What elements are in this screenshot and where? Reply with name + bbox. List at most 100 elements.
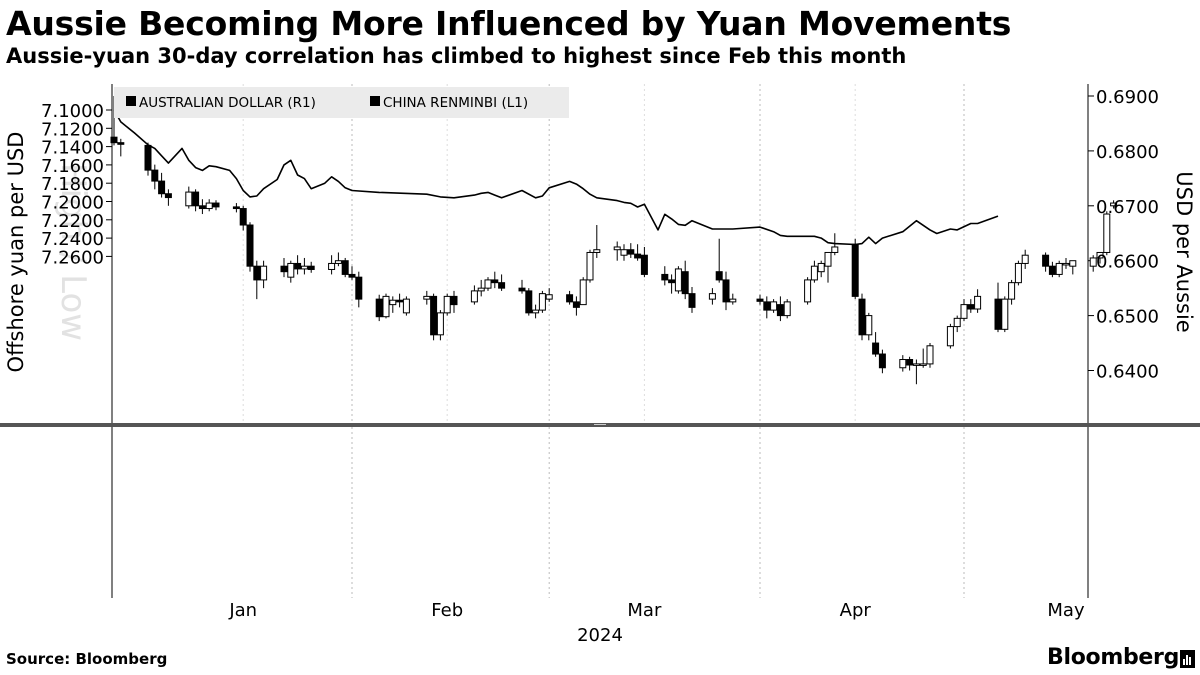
candle-body [436,312,444,336]
candle-body [532,309,540,314]
candle-body [640,254,648,275]
candle-body [525,290,533,314]
candle-body [334,260,342,264]
aud-candle [117,138,125,157]
aud-candle [491,271,499,289]
aud-candle [341,257,349,278]
aud-candle [280,257,288,278]
month-label: Feb [431,600,463,621]
aud-candle [1069,260,1077,275]
candle-body [926,345,934,365]
bloomberg-logo: Bloomberg [1047,645,1180,670]
aud-candle [246,222,254,272]
aud-candle [824,251,832,283]
candle-body [192,191,200,207]
candle-body [708,293,716,300]
aud-candle [396,293,404,308]
aud-candle [538,290,546,313]
aud-candle [144,142,152,176]
aud-candle [205,199,213,212]
candle-body [953,317,961,328]
candle-body [164,193,172,199]
candle-body [185,191,193,207]
aud-candle [355,271,363,308]
month-label: Apr [840,600,872,621]
candle-body [729,298,737,303]
legend-label: CHINA RENMINBI (L1) [383,95,528,111]
candle-body [872,342,880,355]
aud-candle [756,294,764,305]
cny-line [113,109,999,246]
candle-body [1096,251,1104,259]
aud-candle [858,293,866,341]
aud-candle [681,260,689,300]
aud-candle [1055,260,1063,278]
aud-candle [579,277,587,306]
candle-body [355,276,363,300]
candle-body [253,265,261,281]
candle-body [1001,298,1009,330]
left-tick-label: 7.2200 [41,211,104,232]
aud-candle [1062,257,1070,269]
candle-body [110,136,118,144]
candle-body [817,262,825,273]
aud-candle [436,310,444,341]
aud-candle [613,241,621,261]
aud-candle [722,271,730,311]
candle-body [239,208,247,226]
candle-body [117,142,125,145]
aud-candle [817,260,825,278]
aud-candle [253,260,261,300]
chart-subtitle: Aussie-yuan 30-day correlation has climb… [6,44,907,68]
candle-body [1014,262,1022,284]
aud-candle [688,287,696,313]
aud-candle [640,246,648,278]
aud-candle [158,172,166,198]
left-tick-label: 7.1600 [41,156,104,177]
left-tick-label: 7.1200 [41,119,104,140]
aud-candle [382,293,390,319]
candle-body [1021,254,1029,264]
aud-candle [307,261,315,273]
candle-body [674,268,682,292]
aud-candle [1103,211,1111,256]
left-tick-label: 7.1800 [41,174,104,195]
aud-candle [1014,260,1022,286]
legend-swatch [370,96,380,106]
aud-candle [586,249,594,283]
aud-candle [518,279,526,294]
aud-candle [804,277,812,305]
candle-body [498,282,506,289]
candle-body [430,295,438,336]
candle-body [579,279,587,306]
candle-body [1089,257,1097,267]
left-axis-title: Offshore yuan per USD [4,132,28,373]
candle-body [572,301,580,308]
right-tick-label: 0.6600 [1096,252,1159,273]
source-note: Source: Bloomberg [6,650,168,668]
candle-body [477,287,485,292]
candle-body [593,249,601,253]
aud-candle [661,266,669,286]
candle-body [851,243,859,297]
aud-candle [572,296,580,316]
aud-candle [532,304,540,319]
aud-candle [375,294,383,322]
candle-body [804,279,812,303]
aud-candle [260,260,268,289]
candle-body [763,301,771,311]
aud-candle [1110,200,1118,209]
legend-background [114,87,569,118]
aud-candle [960,299,968,322]
candle-body [144,144,152,171]
aud-candle [1021,249,1029,269]
candle-body [518,287,526,292]
aud-candle [470,285,478,305]
aud-candle [484,277,492,291]
aud-candle [328,255,336,275]
aud-candle [151,164,159,190]
aud-candle [164,189,172,206]
aud-candle [974,289,982,313]
month-label: Mar [627,600,662,621]
aud-candle [334,252,342,267]
